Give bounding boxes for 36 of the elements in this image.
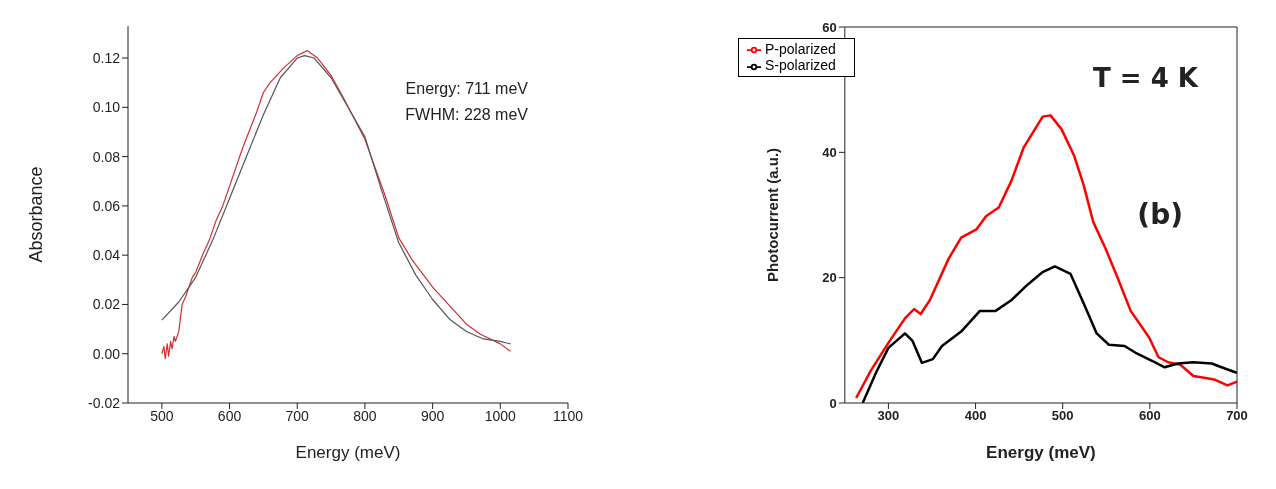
- x-tick-label: 900: [420, 407, 445, 424]
- x-tick-label: 500: [1051, 408, 1074, 424]
- annotation: FWHM: 228 meV: [405, 106, 528, 124]
- x-tick-label: 500: [150, 407, 174, 424]
- line-series: [861, 265, 1237, 403]
- annotation: T = 4 K: [1093, 63, 1198, 93]
- x-tick-label: 1100: [552, 407, 584, 424]
- x-axis-title: Energy (meV): [295, 443, 401, 462]
- y-tick-label: 0.04: [92, 247, 121, 264]
- x-tick-label: 600: [217, 407, 242, 424]
- y-tick-label: -0.02: [88, 394, 121, 411]
- x-tick-label: 800: [353, 407, 377, 424]
- y-tick-label: 0.02: [92, 296, 121, 313]
- y-tick-label: 0.10: [92, 99, 121, 116]
- y-tick-label: 0.00: [92, 345, 121, 362]
- y-tick-label: 60: [822, 19, 837, 35]
- x-tick-label: 700: [1226, 408, 1248, 424]
- line-series: [854, 114, 1237, 400]
- x-tick-label: 300: [877, 408, 900, 424]
- x-tick-label: 700: [285, 407, 310, 424]
- annotation: Energy: 711 meV: [405, 80, 528, 98]
- x-tick-label: 600: [1139, 408, 1161, 424]
- y-axis-title: Photocurrent (a.u.): [764, 147, 782, 283]
- legend-label: P-polarized: [765, 41, 836, 57]
- y-tick-label: 20: [822, 270, 837, 286]
- x-tick-label: 1000: [484, 407, 517, 424]
- y-tick-label: 0: [829, 395, 837, 411]
- y-tick-label: 0.12: [92, 50, 121, 66]
- y-tick-label: 0.08: [92, 148, 121, 165]
- y-tick-label: 0.06: [92, 197, 121, 214]
- x-axis-title: Energy (meV): [986, 443, 1096, 462]
- y-tick-label: 40: [822, 144, 837, 160]
- y-axis-title: Absorbance: [26, 166, 47, 263]
- legend-label: S-polarized: [765, 57, 836, 74]
- annotation: (b): [1137, 198, 1183, 231]
- x-tick-label: 400: [964, 408, 987, 424]
